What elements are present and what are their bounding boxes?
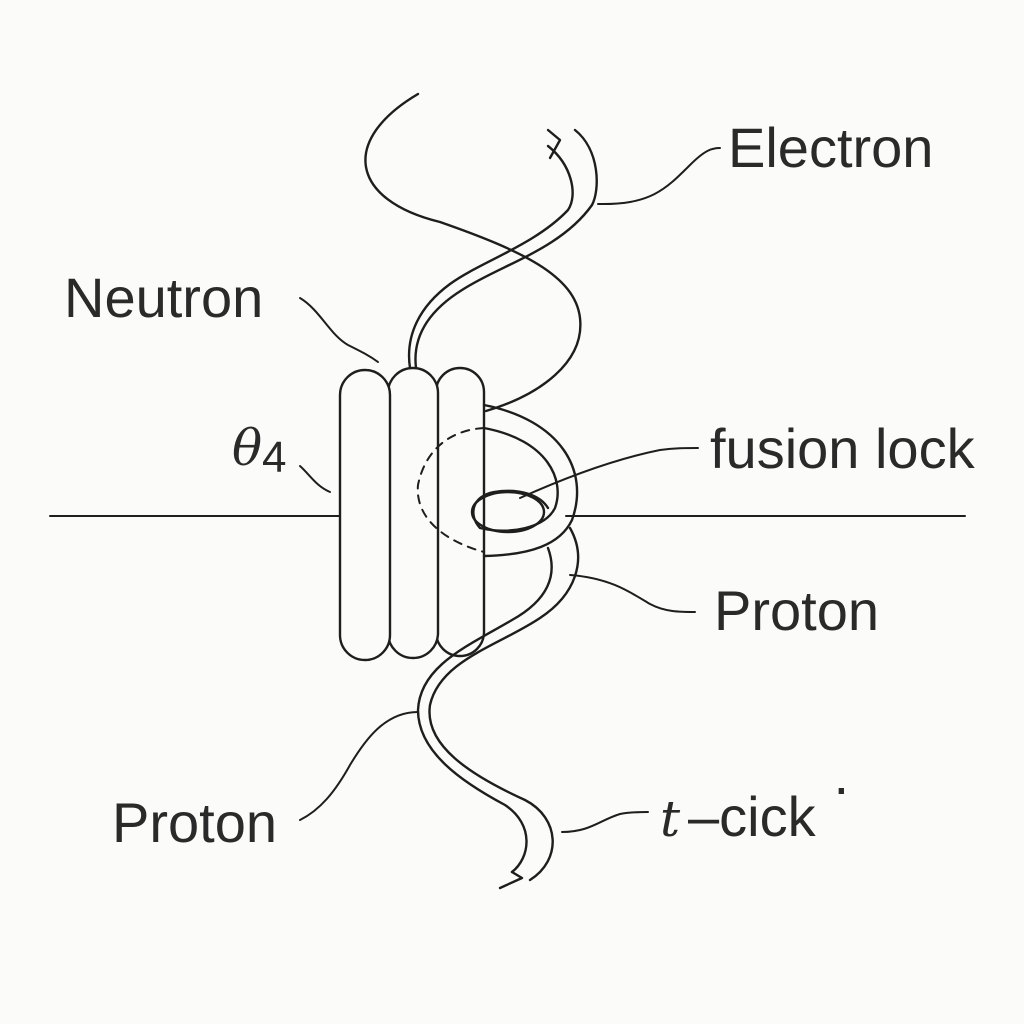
neutron-disk-front [338,368,392,662]
label-theta-subscript: 4 [262,433,286,482]
electron-strand [364,92,582,413]
tube-upper-cut [546,128,562,160]
leader-proton-left [299,711,419,821]
tube-lower-inner [416,546,553,874]
leader-proton-right [569,574,696,613]
label-tick-text: –cick [688,785,817,848]
lock-small-loop [470,490,546,534]
label-proton-left: Proton [112,791,277,854]
label-proton-right: Proton [714,579,879,642]
tube-lower-cut [498,870,524,890]
lock-loop-outer [482,403,579,558]
label-theta-symbol: θ [232,419,262,477]
label-fusion-lock: fusion lock [710,417,976,480]
label-electron: Electron [728,116,933,179]
tube-upper-outer [414,128,598,370]
lock-loop-inner [472,426,559,532]
label-tick-mark: · [832,755,851,818]
leader-fusion-lock [519,447,699,499]
label-tick-symbol: t [660,790,681,848]
neutron-disk-middle [386,366,440,660]
hidden-loop [416,427,485,553]
tube-upper-inner [407,144,574,370]
neutron-disk-back [434,366,486,658]
tube-lower-outer [428,526,580,882]
leader-tick [561,811,649,833]
label-neutron: Neutron [64,266,263,329]
leader-electron [597,147,721,206]
leader-neutron [299,297,379,363]
leader-theta [299,465,331,493]
